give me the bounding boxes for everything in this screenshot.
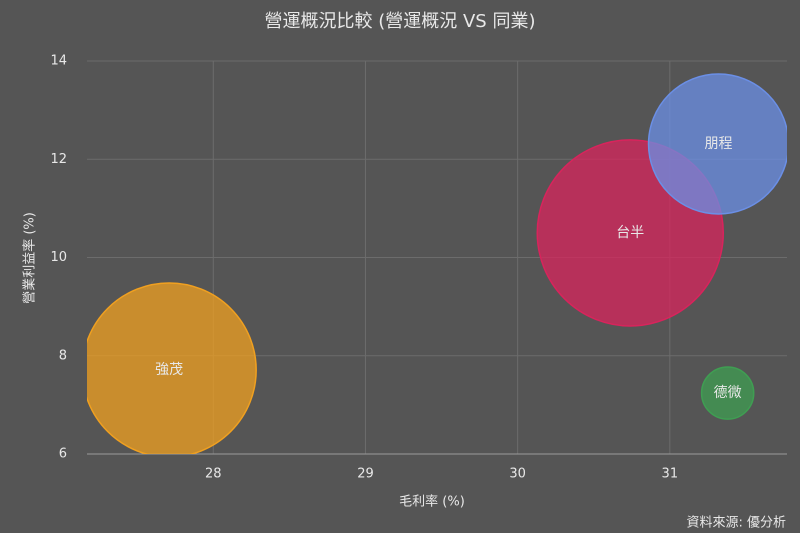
bubble — [87, 282, 257, 454]
chart-title: 營運概況比較 (營運概況 VS 同業) — [265, 11, 536, 32]
bubble-label: 台半 — [616, 225, 644, 241]
x-axis-label: 毛利率 (%) — [399, 494, 465, 510]
y-axis-label: 營業利益率 (%) — [22, 212, 38, 304]
y-tick-label: 12 — [50, 152, 67, 167]
x-tick-label: 28 — [205, 467, 222, 482]
bubble — [647, 73, 787, 215]
y-tick-label: 14 — [50, 54, 67, 69]
bubble-label: 朋程 — [705, 136, 733, 152]
source-note: 資料來源: 優分析 — [686, 516, 786, 531]
x-tick-label: 31 — [662, 467, 679, 482]
y-tick-label: 8 — [59, 348, 67, 363]
x-tick-label: 30 — [509, 467, 526, 482]
bubble-label: 德微 — [714, 385, 742, 401]
y-tick-label: 6 — [59, 447, 67, 462]
y-tick-label: 10 — [50, 250, 67, 265]
bubble — [700, 366, 755, 420]
x-tick-label: 29 — [357, 467, 374, 482]
bubble-label: 強茂 — [155, 361, 183, 378]
